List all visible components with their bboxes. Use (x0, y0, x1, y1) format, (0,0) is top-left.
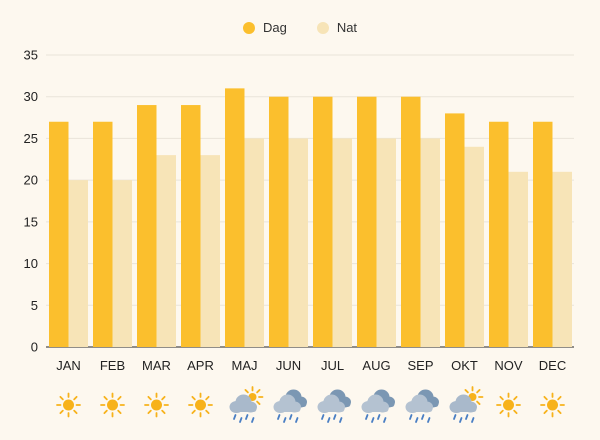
cloud-rain-icon (273, 389, 307, 423)
bar-nat (376, 138, 396, 347)
bar-dag (93, 121, 113, 347)
sun-icon (496, 392, 521, 418)
y-tick-label: 25 (24, 131, 38, 146)
bar-nat (552, 171, 572, 347)
y-tick-label: 20 (24, 173, 38, 188)
sun-icon (100, 392, 125, 418)
sun-icon (188, 392, 213, 418)
bar-dag (313, 96, 333, 347)
bar-dag (445, 113, 465, 348)
x-tick-label: AUG (362, 358, 390, 373)
bar-nat (200, 155, 220, 347)
x-tick-label: MAJ (232, 358, 258, 373)
bar-nat (332, 138, 352, 347)
bar-nat (156, 155, 176, 347)
legend-item-dag[interactable]: Dag (242, 20, 287, 35)
x-tick-label: SEP (407, 358, 433, 373)
chart-legend: Dag Nat (0, 20, 600, 35)
x-tick-label: MAR (142, 358, 171, 373)
bar-nat (112, 180, 132, 347)
bar-dag (401, 96, 421, 347)
sun-icon (56, 392, 81, 418)
bar-dag (533, 121, 553, 347)
cloud-rain-icon (317, 389, 351, 423)
legend-label-dag: Dag (262, 20, 287, 35)
legend-swatch-dag (242, 21, 255, 34)
cloud-rain-icon (405, 389, 439, 423)
y-tick-label: 5 (31, 298, 38, 313)
x-tick-label: JUL (321, 358, 344, 373)
x-tick-label: OKT (451, 358, 478, 373)
x-tick-label: JAN (56, 358, 81, 373)
bar-nat (464, 146, 484, 347)
x-tick-label: JUN (276, 358, 301, 373)
y-tick-label: 0 (31, 340, 38, 355)
x-tick-label: FEB (100, 358, 125, 373)
legend-item-nat[interactable]: Nat (316, 20, 358, 35)
x-tick-label: NOV (494, 358, 523, 373)
bar-dag (489, 121, 509, 347)
legend-label-nat: Nat (336, 20, 358, 35)
bar-nat (420, 138, 440, 347)
bar-nat (288, 138, 308, 347)
sun-rain-icon (229, 386, 264, 423)
y-tick-label: 35 (24, 48, 38, 63)
bar-nat (68, 180, 88, 347)
y-tick-label: 30 (24, 89, 38, 104)
legend-swatch-nat (316, 21, 329, 34)
bar-dag (357, 96, 377, 347)
cloud-rain-icon (361, 389, 395, 423)
x-tick-label: DEC (539, 358, 566, 373)
x-tick-label: APR (187, 358, 214, 373)
sun-icon (540, 392, 565, 418)
sun-rain-icon (449, 386, 484, 423)
sun-icon (144, 392, 169, 418)
bar-nat (508, 171, 528, 347)
bar-dag (225, 88, 245, 347)
bar-dag (181, 105, 201, 347)
bar-nat (244, 138, 264, 347)
y-tick-label: 10 (24, 256, 38, 271)
bar-dag (137, 105, 157, 347)
bar-dag (49, 121, 69, 347)
y-tick-label: 15 (24, 214, 38, 229)
bar-dag (269, 96, 289, 347)
